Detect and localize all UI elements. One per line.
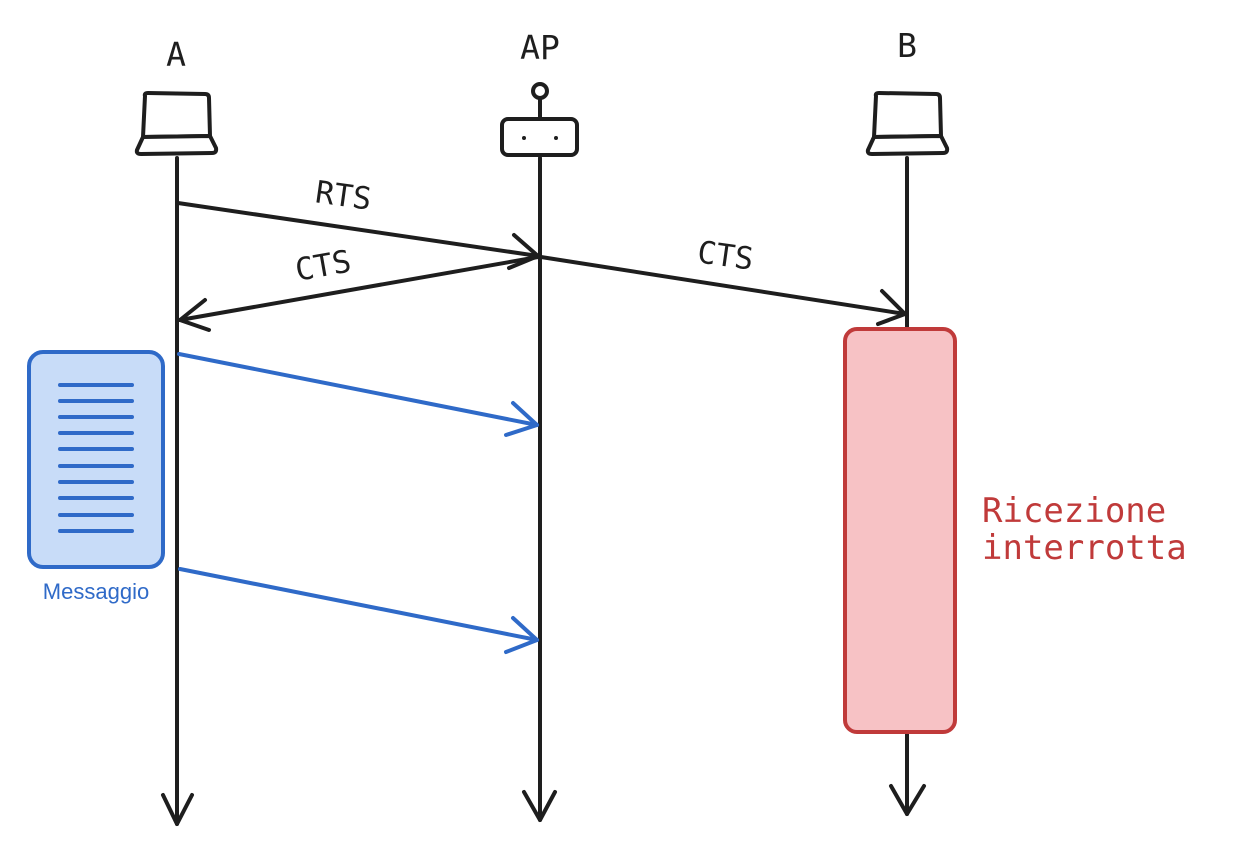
router-icon — [500, 82, 579, 157]
cts-to-b-arrow — [539, 255, 907, 326]
interruption-label-line2: interrotta — [982, 528, 1187, 568]
interruption-label-line1: Ricezione — [982, 491, 1166, 531]
participant-a-label: A — [166, 35, 186, 74]
rts-label: RTS — [313, 174, 373, 217]
lifeline-ap — [522, 156, 557, 822]
data-arrow-2 — [178, 567, 539, 654]
cts-to-b-label: CTS — [695, 234, 755, 277]
data-arrow-1 — [177, 352, 539, 437]
laptop-icon — [865, 91, 950, 156]
document-icon — [27, 350, 165, 569]
cts-to-a-arrow — [178, 255, 540, 332]
reception-interrupted-block — [843, 327, 957, 734]
cts-to-a-label: CTS — [293, 244, 354, 289]
participant-ap-label: AP — [520, 28, 560, 67]
lifeline-a — [161, 156, 194, 826]
laptop-icon — [134, 91, 219, 156]
document-label: Messaggio — [43, 579, 149, 604]
participant-b-label: B — [897, 26, 917, 65]
